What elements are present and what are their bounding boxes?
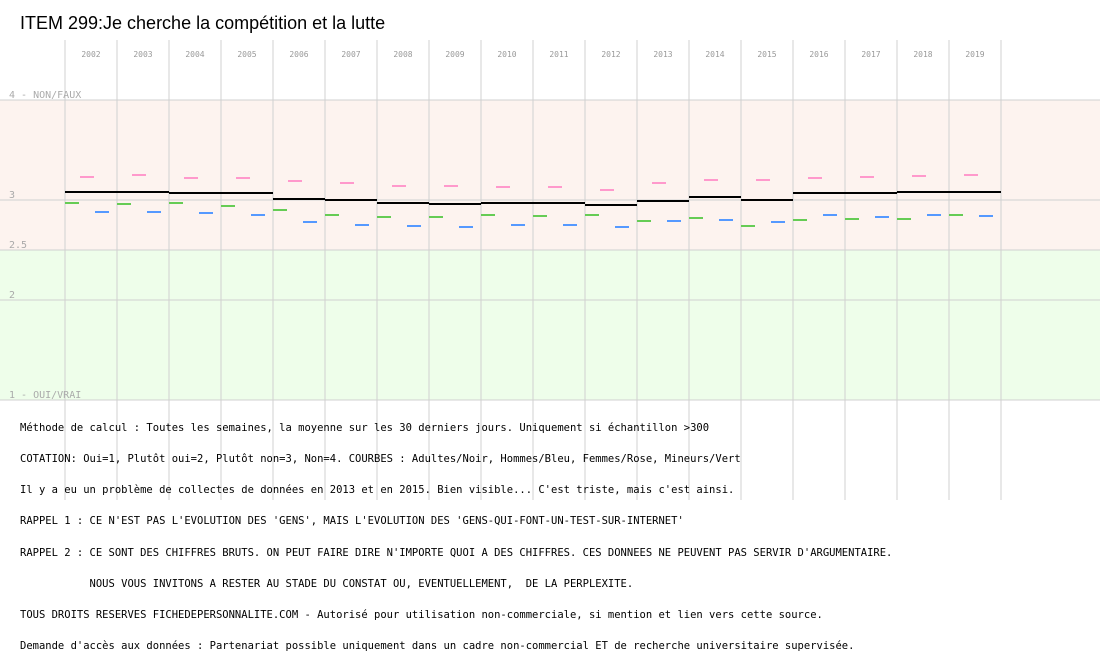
series-marks (65, 174, 1001, 228)
x-axis-year-label: 2015 (757, 50, 776, 59)
y-axis-label: 3 (9, 190, 15, 201)
note-line-data-problem: Il y a eu un problème de collectes de do… (20, 484, 735, 497)
note-line-data-access: Demande d'accès aux données : Partenaria… (20, 640, 855, 653)
x-axis-year-label: 2005 (237, 50, 256, 59)
x-axis-year-label: 2011 (549, 50, 568, 59)
note-line-reminder-2-cont: NOUS VOUS INVITONS A RESTER AU STADE DU … (20, 577, 634, 590)
x-axis-year-label: 2003 (133, 50, 152, 59)
x-axis-year-label: 2010 (497, 50, 516, 59)
upper-background-band (0, 100, 1100, 250)
x-axis-year-label: 2009 (445, 50, 464, 59)
y-axis-label: 2 (9, 290, 15, 301)
x-axis-year-label: 2013 (653, 50, 672, 59)
x-axis-year-labels: 2002 2003 2004 2005 2006 2007 2008 2009 2010 2011… (81, 50, 984, 59)
note-line-method: Méthode de calcul : Toutes les semaines,… (20, 421, 710, 434)
y-axis-label: 4 - NON/FAUX (9, 90, 81, 101)
x-axis-year-label: 2007 (341, 50, 360, 59)
x-axis-year-label: 2014 (705, 50, 724, 59)
x-axis-year-label: 2004 (185, 50, 204, 59)
x-axis-year-label: 2017 (861, 50, 880, 59)
chart-title: ITEM 299:Je cherche la compétition et la… (20, 13, 385, 33)
y-axis-labels: 4 - NON/FAUX 3 2.5 2 1 - OUI/VRAI (9, 90, 81, 401)
x-axis-year-label: 2019 (965, 50, 984, 59)
y-axis-label: 2.5 (9, 240, 27, 251)
x-axis-year-label: 2006 (289, 50, 308, 59)
note-line-copyright: TOUS DROITS RESERVES FICHEDEPERSONNALITE… (20, 609, 823, 622)
note-line-reminder-2: RAPPEL 2 : CE SONT DES CHIFFRES BRUTS. O… (20, 546, 893, 559)
grid-lines (0, 40, 1100, 500)
x-axis-year-label: 2002 (81, 50, 100, 59)
y-axis-label: 1 - OUI/VRAI (9, 390, 81, 401)
note-line-reminder-1: RAPPEL 1 : CE N'EST PAS L'EVOLUTION DES … (20, 515, 684, 528)
note-line-rating: COTATION: Oui=1, Plutôt oui=2, Plutôt no… (20, 453, 741, 466)
x-axis-year-label: 2016 (809, 50, 828, 59)
x-axis-year-label: 2012 (601, 50, 620, 59)
x-axis-year-label: 2008 (393, 50, 412, 59)
chart-notes: Méthode de calcul : Toutes les semaines,… (20, 402, 1095, 662)
lower-background-band (0, 250, 1100, 400)
x-axis-year-label: 2018 (913, 50, 932, 59)
